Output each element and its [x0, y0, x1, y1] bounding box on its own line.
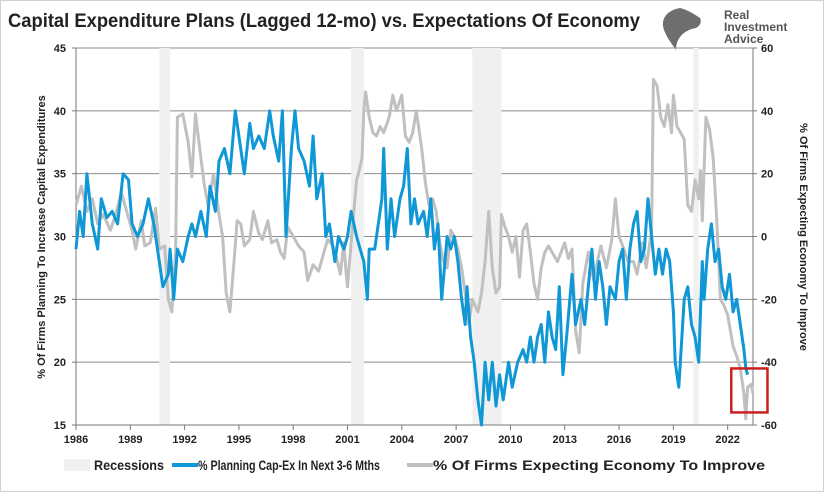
legend-swatch-recessions — [64, 459, 90, 471]
logo: Real Investment Advice — [662, 8, 787, 50]
x-tick-label: 2007 — [444, 434, 468, 446]
y-left-tick-label: 30 — [54, 232, 66, 244]
y-left-tick-label: 35 — [54, 169, 66, 181]
tick-labels: 15 20 25 30 35 40 45 -60 -40 -20 0 20 40 60 1986 1989 19… — [54, 43, 777, 446]
x-tick-label: 1998 — [281, 434, 305, 446]
y-right-tick-label: -20 — [761, 294, 777, 306]
y-right-tick-label: 0 — [761, 232, 767, 244]
recession-band — [693, 48, 699, 425]
y-right-tick-label: 40 — [761, 106, 773, 118]
highlight-box — [730, 367, 769, 414]
logo-text-investment: Investment — [724, 20, 787, 34]
legend-label-recessions: Recessions — [94, 457, 164, 473]
legend-label-capex: % Planning Cap-Ex In Next 3-6 Mths — [198, 457, 380, 473]
chart-title: Capital Expenditure Plans (Lagged 12-mo)… — [8, 11, 640, 32]
y-left-tick-label: 25 — [54, 294, 66, 306]
series-lines — [74, 77, 755, 427]
y-left-tick-label: 20 — [54, 357, 66, 369]
x-tick-label: 1986 — [64, 434, 88, 446]
x-tick-label: 2019 — [661, 434, 685, 446]
x-tick-label: 1992 — [172, 434, 196, 446]
y-right-tick-label: 20 — [761, 169, 773, 181]
x-tick-label: 2016 — [607, 434, 631, 446]
y-left-tick-label: 45 — [54, 43, 66, 55]
logo-text-advice: Advice — [724, 32, 764, 46]
y-right-tick-label: -60 — [761, 420, 777, 432]
eagle-logo-icon — [662, 8, 701, 50]
y-axis-left-label: % Of Firms Planning To Increase Capital … — [36, 95, 48, 378]
x-tick-label: 2004 — [390, 434, 415, 446]
x-tick-label: 1995 — [227, 434, 251, 446]
logo-text-real: Real — [724, 8, 749, 22]
y-left-tick-label: 40 — [54, 106, 66, 118]
recession-band — [159, 48, 171, 425]
y-right-tick-label: -40 — [761, 357, 777, 369]
x-tick-label: 2001 — [335, 434, 359, 446]
x-tick-label: 2010 — [498, 434, 522, 446]
x-tick-label: 2013 — [553, 434, 577, 446]
legend-label-economy: % Of Firms Expecting Economy To Improve — [433, 457, 765, 473]
y-left-tick-label: 15 — [54, 420, 66, 432]
series-line-capex — [74, 109, 750, 427]
x-tick-label: 1989 — [118, 434, 142, 446]
highlight-rectangle — [730, 367, 769, 414]
y-axis-right-label: % Of Firms Expecting Economy To Improve — [797, 123, 809, 351]
y-right-tick-label: 60 — [761, 43, 773, 55]
legend: Recessions % Planning Cap-Ex In Next 3-6… — [64, 457, 765, 473]
x-tick-label: 2022 — [715, 434, 739, 446]
